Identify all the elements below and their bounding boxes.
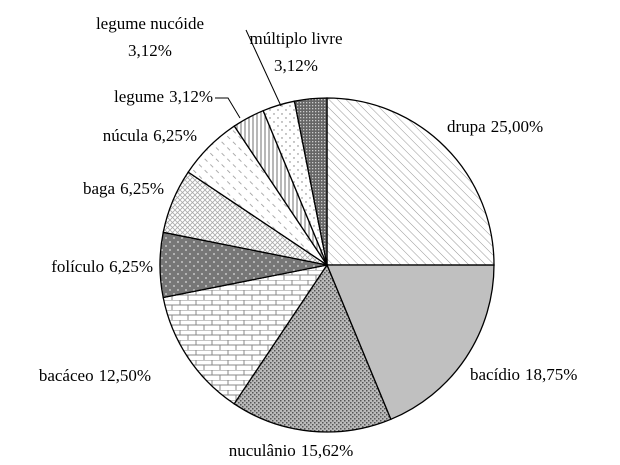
category-label: nuculânio — [229, 441, 296, 460]
pie-slice — [233, 263, 392, 433]
slice-label: drupa 25,00% — [447, 117, 543, 136]
pie-slice — [162, 264, 329, 405]
value-label: 3,12% — [274, 56, 318, 75]
pie-slice — [293, 97, 328, 266]
slice-label: múltiplo livre — [249, 29, 342, 48]
slice-label: folículo 6,25% — [51, 257, 153, 276]
slice-label: núcula 6,25% — [103, 126, 197, 145]
slice-label: legume 3,12% — [114, 87, 213, 106]
value-label: 18,75% — [525, 365, 577, 384]
value-label: 12,50% — [99, 366, 151, 385]
category-label: legume — [114, 87, 164, 106]
value-label: 3,12% — [128, 41, 172, 60]
category-label: baga — [83, 179, 116, 198]
slice-label: baga 6,25% — [83, 179, 164, 198]
value-label: 25,00% — [491, 117, 543, 136]
category-label: folículo — [51, 257, 104, 276]
category-label: bacídio — [470, 365, 520, 384]
category-label: bacáceo — [39, 366, 94, 385]
value-label: 3,12% — [169, 87, 213, 106]
leader-line — [215, 97, 241, 119]
leader-line — [245, 29, 282, 107]
slice-label: bacídio 18,75% — [470, 365, 577, 384]
slice-label: bacáceo 12,50% — [39, 366, 151, 385]
value-label: 6,25% — [109, 257, 153, 276]
slice-label: nuculânio 15,62% — [229, 441, 353, 460]
value-label: 6,25% — [153, 126, 197, 145]
pie-slice — [326, 264, 495, 421]
slice-label: legume nucóide — [96, 14, 204, 33]
pie-slice — [326, 97, 495, 266]
value-label: 6,25% — [120, 179, 164, 198]
pie — [159, 97, 495, 433]
category-label: drupa — [447, 117, 486, 136]
category-label: núcula — [103, 126, 149, 145]
value-label: 15,62% — [301, 441, 353, 460]
